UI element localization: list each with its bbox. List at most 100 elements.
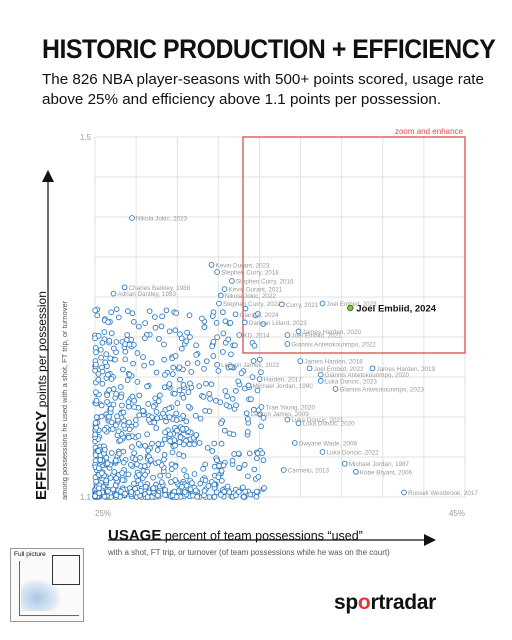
scatter-point [332,386,339,392]
scatter-point [108,405,114,412]
chart-subtitle: The 826 NBA player-seasons with 500+ poi… [42,71,484,108]
scatter-point [128,461,134,468]
scatter-point [104,392,110,398]
scatter-point [172,352,179,359]
y-axis-arrow-head [42,170,54,182]
scatter-point [119,477,126,483]
scatter-point [134,379,141,385]
point-label: Stephen Curry, 2016 [236,279,294,286]
scatter-point [284,332,291,338]
scatter-point [159,313,165,320]
scatter-point [108,309,115,316]
scatter-point [149,440,155,447]
scatter-point [167,431,173,438]
scatter-point [152,324,159,331]
scatter-point [178,335,185,342]
scatter-point [194,360,201,366]
scatter-point [200,465,206,472]
scatter-point [242,488,249,495]
scatter-point [126,419,132,426]
scatter-point [142,320,148,326]
scatter-point [131,318,137,325]
scatter-point [148,359,155,366]
scatter-point [217,292,224,299]
scatter-point [207,395,213,402]
scatter-point [129,444,135,450]
scatter-point [245,473,251,480]
scatter-point [233,388,239,394]
scatter-point [158,323,165,330]
scatter-point [92,307,98,314]
scatter-point [114,413,120,420]
scatter-point [181,489,188,495]
scatter-point [166,328,173,335]
scatter-point [232,342,238,349]
scatter-point [319,300,326,307]
scatter-point [113,339,120,345]
scatter-point [101,426,108,433]
scatter-point [125,308,131,314]
scatter-point [218,477,225,484]
scatter-point [231,451,237,457]
scatter-point [153,425,160,431]
scatter-point [197,415,204,422]
y-axis-title: EFFICIENCY points per possession [33,291,50,500]
scatter-point [232,311,239,318]
scatter-point [291,440,298,446]
scatter-point [115,428,122,435]
scatter-point [142,471,148,478]
scatter-point [214,334,221,341]
scatter-point [211,481,218,488]
scatter-point [187,380,193,387]
scatter-point [173,310,180,316]
scatter-point [218,467,225,474]
scatter-point [174,427,180,434]
scatter-point [122,348,129,355]
scatter-point [169,371,176,377]
point-label: Curry, 2021 [286,302,319,309]
scatter-point [193,432,200,438]
scatter-point [189,480,195,486]
scatter-point [140,408,146,414]
scatter-point [227,320,234,326]
scatter-point [185,389,192,395]
scatter-point [122,356,129,363]
scatter-point [220,349,226,355]
scatter-point [243,410,250,417]
scatter-point [201,365,207,372]
brand-part1: sp [334,591,358,614]
scatter-point [118,394,124,400]
scatter-point [104,399,110,405]
scatter-point [341,460,348,467]
scatter-point [180,382,187,388]
scatter-point [209,448,216,454]
scatter-point [113,306,120,313]
scatter-point [150,485,157,492]
point-label: Luka Doncic, 2023 [325,378,378,385]
scatter-point [401,489,407,496]
scatter-point [258,423,264,430]
scatter-point [131,480,137,487]
scatter-point [181,467,187,473]
scatter-point [152,314,158,320]
scatter-point [242,319,248,326]
scatter-point [108,450,115,456]
scatter-point [144,383,150,390]
scatter-point [97,346,104,353]
scatter-point [235,450,242,457]
scatter-point [218,420,225,427]
scatter-point [183,482,190,489]
scatter-point [121,422,127,429]
scatter-point [125,403,132,410]
scatter-point [98,402,105,409]
scatter-point [134,350,141,356]
scatter-point [177,376,183,383]
scatter-point [110,345,117,352]
scatter-point [101,329,108,335]
scatter-point [206,390,213,397]
scatter-point [224,483,231,490]
scatter-point [240,493,247,500]
scatter-point [142,443,149,449]
scatter-point [112,457,119,464]
point-label: Russell Westbrook, 2017 [408,490,478,497]
